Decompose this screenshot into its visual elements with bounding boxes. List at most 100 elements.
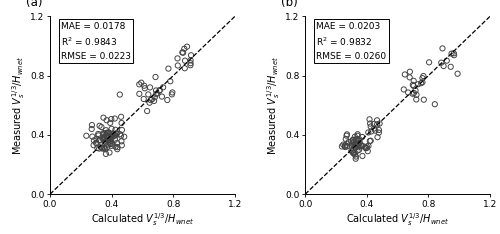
Point [366,117,374,121]
Point [350,145,358,149]
Point [108,133,116,137]
Point [186,61,194,65]
Point [141,86,149,90]
Point [412,93,420,97]
Point [112,145,120,149]
Point [348,144,356,147]
Point [349,151,357,155]
Point [347,140,355,143]
Point [186,63,194,67]
Point [341,144,349,148]
Point [118,121,126,125]
Point [406,76,413,79]
Point [110,134,118,137]
Point [358,144,366,148]
Point [100,116,108,120]
Point [106,138,114,142]
Point [351,153,359,157]
Point [111,117,119,121]
Point [352,145,360,149]
Point [354,132,362,136]
Point [99,131,107,135]
Point [104,131,112,135]
Point [420,98,428,102]
Point [342,143,349,147]
Point [150,99,158,103]
Point [425,60,433,64]
Point [97,145,105,149]
Point [351,135,359,139]
Point [348,149,356,153]
Point [440,64,448,68]
Point [443,59,451,62]
Point [168,92,176,96]
Point [351,145,359,149]
Point [366,122,374,125]
Point [102,152,110,156]
Point [146,98,154,102]
Point [183,45,191,48]
Point [102,136,110,140]
Point [158,95,166,99]
Point [370,122,378,126]
Point [96,124,104,128]
Point [143,109,151,113]
Point [106,141,114,145]
Point [99,137,107,141]
Point [343,144,351,148]
Point [102,133,110,137]
Text: MAE = 0.0178
R$^2$ = 0.9843
RMSE = 0.0223: MAE = 0.0178 R$^2$ = 0.9843 RMSE = 0.022… [61,22,131,61]
Point [358,154,366,158]
Point [414,82,422,86]
Point [144,93,152,96]
Point [103,146,111,149]
Point [146,85,154,89]
Point [366,125,374,128]
Point [100,132,108,135]
Point [341,145,349,149]
Point [117,134,125,138]
Point [100,139,108,143]
Point [352,157,360,161]
Point [354,143,362,146]
Point [159,85,167,89]
Point [409,83,417,87]
Y-axis label: Measured $V_s^{1/3}/H_{wnet}$: Measured $V_s^{1/3}/H_{wnet}$ [266,56,282,155]
Point [108,135,116,139]
Point [454,72,462,76]
Point [102,128,110,132]
Point [187,53,195,57]
Point [358,135,366,139]
Point [118,143,126,147]
Point [104,143,112,146]
Point [146,101,154,105]
Point [108,117,116,121]
Point [96,138,104,142]
Point [104,131,112,135]
Point [417,81,425,85]
Point [348,150,356,154]
Point [102,147,110,151]
Point [106,131,114,135]
Point [174,64,182,67]
Point [88,123,96,127]
Point [178,51,186,54]
Point [364,149,372,153]
Point [352,155,360,158]
Point [410,84,418,88]
Point [180,47,188,51]
Point [350,152,358,155]
Point [152,92,160,96]
Point [406,70,414,74]
Point [138,81,145,84]
Text: (a): (a) [26,0,42,9]
Point [339,143,347,146]
Point [151,95,159,99]
Point [352,138,360,141]
Point [356,141,364,145]
Point [94,134,102,137]
Point [375,131,383,135]
Point [361,146,369,150]
Point [357,144,365,147]
Point [367,130,375,133]
